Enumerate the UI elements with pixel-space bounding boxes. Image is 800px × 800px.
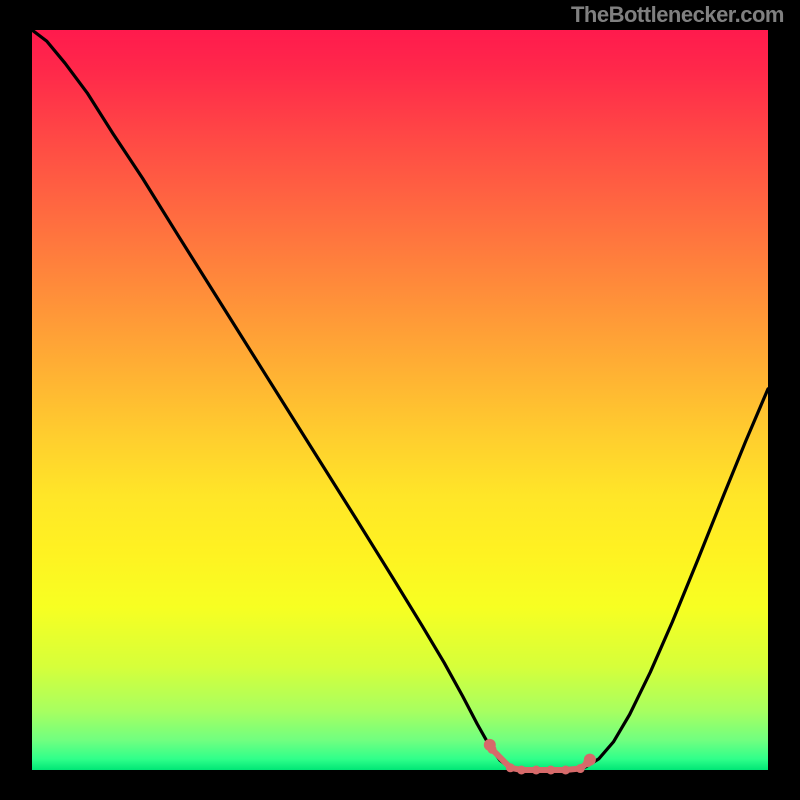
optimal-range-dot <box>576 764 585 773</box>
optimal-range-dot <box>532 766 541 775</box>
chart-root: TheBottlenecker.com <box>0 0 800 800</box>
optimal-range-dot <box>561 766 570 775</box>
optimal-range-dot <box>517 766 526 775</box>
optimal-range-endcap <box>484 739 496 751</box>
optimal-range-dot <box>546 766 555 775</box>
watermark-text: TheBottlenecker.com <box>571 2 784 28</box>
optimal-range-endcap <box>584 754 596 766</box>
bottleneck-curve-chart <box>0 0 800 800</box>
optimal-range-dot <box>506 763 515 772</box>
